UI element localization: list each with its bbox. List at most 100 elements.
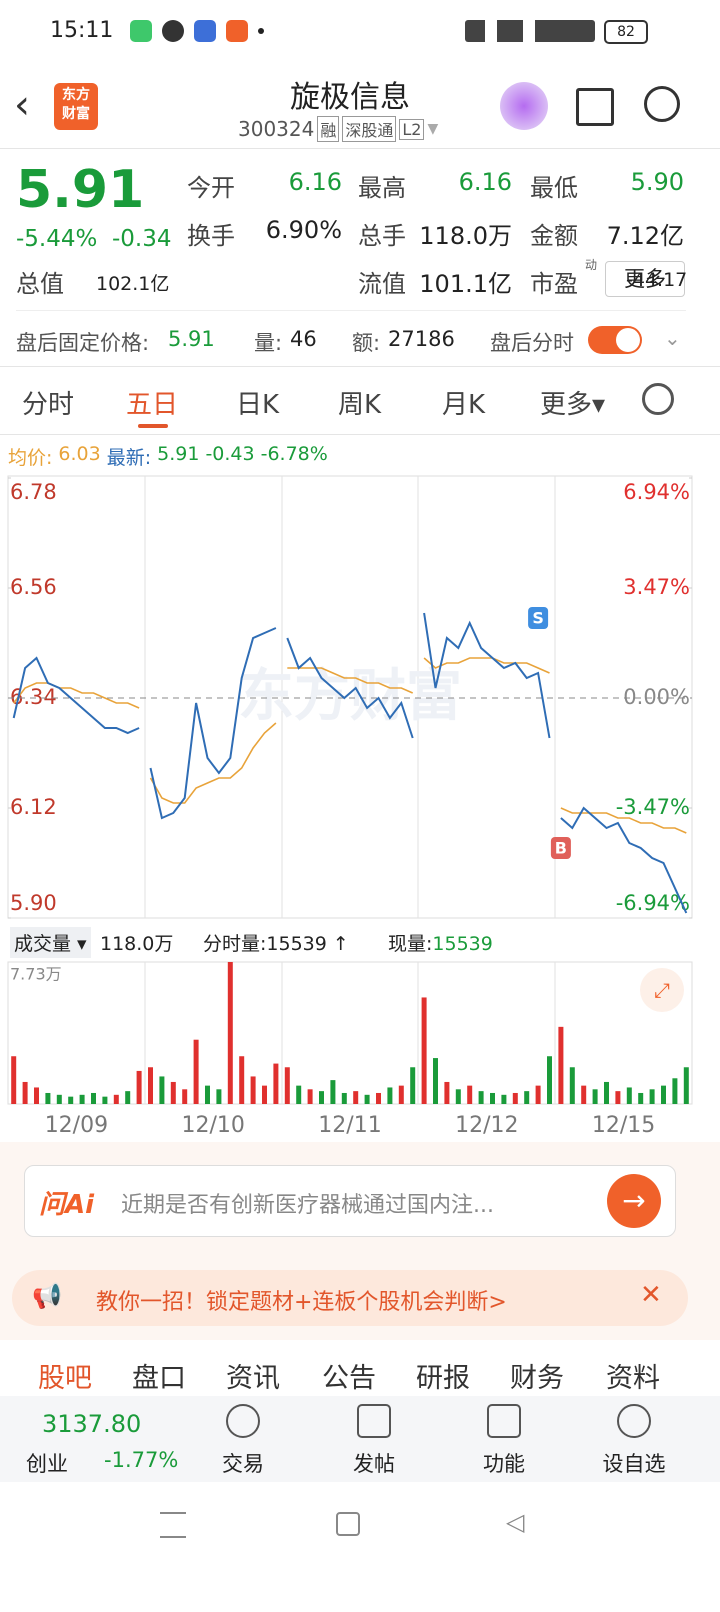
logo-line: 东方 xyxy=(62,87,90,103)
expand-chart[interactable]: ⤢ xyxy=(640,968,684,1012)
last: 5.91 xyxy=(157,443,200,465)
title: 旋极信息 xyxy=(290,80,410,115)
y-tick-label: 6.12 xyxy=(10,795,57,819)
volume-bar xyxy=(592,1089,598,1104)
dock-item[interactable]: 交易 xyxy=(222,1452,264,1476)
share-button[interactable] xyxy=(576,88,614,126)
search-go[interactable]: → xyxy=(607,1174,661,1228)
tab[interactable]: 五日 xyxy=(126,390,179,420)
tab[interactable]: 分时 xyxy=(22,390,75,420)
volume-bar xyxy=(535,1085,541,1104)
volume-bar xyxy=(125,1091,131,1104)
toggle[interactable] xyxy=(588,326,642,354)
tab[interactable]: 更多▾ xyxy=(540,390,606,420)
volume-bar xyxy=(56,1094,62,1104)
tab[interactable]: 周K xyxy=(338,390,382,420)
dock-item[interactable]: 发帖 xyxy=(353,1452,395,1476)
divider xyxy=(0,366,720,367)
dock-icon[interactable] xyxy=(357,1404,391,1438)
field-label: 换手 xyxy=(187,222,235,250)
dock xyxy=(0,1396,720,1482)
tick-volume: 分时量:15539 ↑ xyxy=(203,933,349,955)
expand[interactable]: ⌄ xyxy=(664,326,681,350)
settings[interactable] xyxy=(642,383,674,415)
volume-label: 成交量 xyxy=(14,933,72,955)
y2-tick-label: 6.94% xyxy=(623,480,690,504)
volume-bar xyxy=(113,1094,119,1104)
search-brand: 问Ai xyxy=(39,1190,95,1220)
volume-bar xyxy=(250,1076,256,1104)
after-price: 5.91 xyxy=(168,327,215,351)
volume-bar xyxy=(11,1056,17,1104)
volume-bar xyxy=(102,1096,108,1104)
nav-home[interactable] xyxy=(336,1512,360,1536)
y-tick-label: 5.90 xyxy=(10,891,57,915)
price-line xyxy=(12,656,140,735)
volume-bar xyxy=(284,1067,290,1104)
dock-icon[interactable] xyxy=(226,1404,260,1438)
field-value: 6.16 xyxy=(458,168,512,196)
volume-selector[interactable]: 成交量 ▾ xyxy=(10,927,91,958)
volume-bar xyxy=(478,1091,484,1104)
bottom-tab[interactable]: 盘口 xyxy=(132,1363,186,1394)
bottom-tab[interactable]: 资讯 xyxy=(226,1363,280,1394)
index-name: 创业 xyxy=(26,1452,68,1476)
bottom-tab[interactable]: 公告 xyxy=(322,1363,376,1394)
volume-bar xyxy=(34,1087,39,1104)
bottom-tab[interactable]: 研报 xyxy=(416,1363,470,1394)
nav-back[interactable]: ◁ xyxy=(506,1508,525,1536)
price-line xyxy=(149,722,277,804)
volume-bar xyxy=(547,1056,552,1104)
field-label: 最低 xyxy=(530,174,578,202)
index-pct: -1.77% xyxy=(104,1448,179,1472)
dock-icon[interactable] xyxy=(487,1404,521,1438)
subtitle: 300324 融 深股通 L2 ▼ xyxy=(238,116,439,142)
battery: 82 xyxy=(604,20,648,44)
search-button[interactable] xyxy=(644,86,680,122)
back-button[interactable]: ‹ xyxy=(14,82,30,128)
more-button[interactable]: 更多 xyxy=(605,261,685,297)
field-value: 7.12亿 xyxy=(606,222,684,250)
dock-item[interactable]: 功能 xyxy=(483,1452,525,1476)
y2-tick-label: 3.47% xyxy=(623,575,690,599)
volume-bar xyxy=(330,1080,336,1104)
volume-bar xyxy=(353,1091,359,1104)
volume-bar xyxy=(683,1067,689,1104)
volume-bar xyxy=(22,1081,28,1104)
banner-close[interactable]: ✕ xyxy=(640,1280,662,1310)
price: 5.91 xyxy=(16,160,145,220)
dock-icon[interactable] xyxy=(617,1404,651,1438)
system-icons xyxy=(465,20,595,42)
dock-item[interactable]: 设自选 xyxy=(602,1452,666,1476)
field-label: 总值 xyxy=(16,270,64,298)
volume-bar xyxy=(170,1081,176,1104)
bottom-tab[interactable]: 股吧 xyxy=(38,1363,92,1394)
avg: 6.03 xyxy=(58,443,101,465)
field-value: -44.17 xyxy=(626,269,688,291)
after-vol: 46 xyxy=(290,327,317,351)
bottom-tab[interactable]: 财务 xyxy=(510,1363,564,1394)
x-tick-label: 12/15 xyxy=(592,1113,655,1138)
volume-bar xyxy=(512,1092,518,1104)
volume-bar xyxy=(501,1094,507,1104)
volume-bar xyxy=(45,1092,51,1104)
volume-bar xyxy=(524,1091,530,1104)
bottom-tab[interactable]: 资料 xyxy=(606,1363,660,1394)
nav-menu[interactable] xyxy=(160,1512,186,1538)
volume-bar xyxy=(444,1081,450,1104)
after-toggle-label: 盘后分时 xyxy=(490,331,574,355)
volume-bar xyxy=(273,1063,279,1104)
price-line xyxy=(423,612,551,739)
chart: 东方财富 6.786.566.346.125.906.94%3.47%0.00%… xyxy=(7,475,693,1138)
volume-bar xyxy=(182,1089,188,1104)
assistant-icon[interactable] xyxy=(500,82,548,130)
logo: 东方 财富 xyxy=(54,83,98,130)
tab[interactable]: 月K xyxy=(442,390,486,420)
volume-bar xyxy=(227,962,233,1104)
tab[interactable]: 日K xyxy=(236,390,280,420)
banner[interactable]: 📢 教你一招！锁定题材+连板个股机会判断> ✕ xyxy=(12,1270,688,1326)
search-box[interactable]: 问Ai 近期是否有创新医疗器械通过国内注... → xyxy=(24,1165,676,1237)
field-label: 今开 xyxy=(187,174,235,202)
tag: 深股通 xyxy=(342,116,397,142)
field-label: 最高 xyxy=(358,174,406,202)
